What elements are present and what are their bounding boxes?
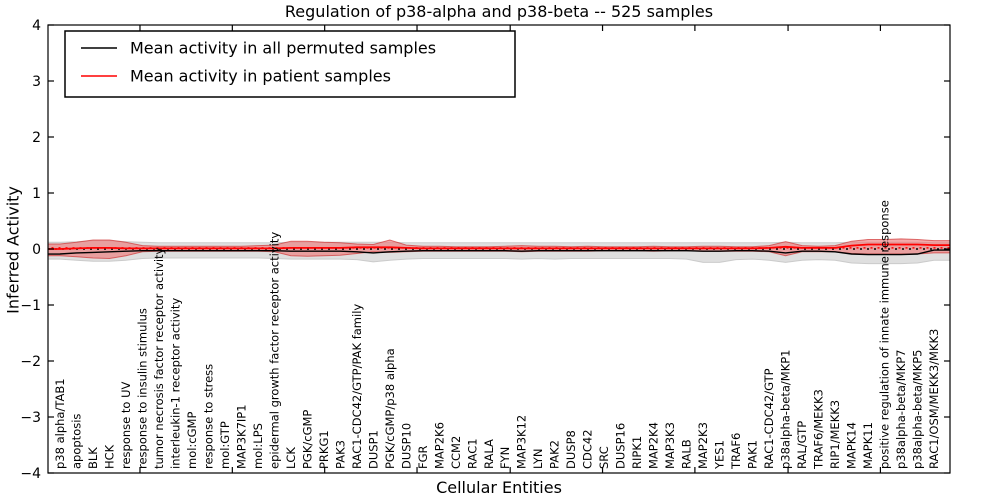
category-label: DUSP10 bbox=[399, 423, 413, 469]
permuted-mean-line bbox=[47, 249, 950, 256]
x-axis-label: Cellular Entities bbox=[436, 478, 562, 497]
category-label: BLK bbox=[86, 447, 100, 469]
category-label: response to UV bbox=[119, 381, 133, 469]
category-label: HCK bbox=[103, 444, 117, 469]
y-tick-label: −4 bbox=[20, 466, 41, 482]
category-label: CDC42 bbox=[581, 429, 595, 469]
category-label: PAK3 bbox=[333, 440, 347, 469]
category-label: FGR bbox=[416, 445, 430, 469]
patient-mean-line bbox=[48, 243, 950, 250]
category-label: MAPK11 bbox=[861, 422, 875, 469]
legend-box bbox=[64, 30, 516, 98]
category-label: RIPK1 bbox=[630, 436, 644, 469]
category-label: response to insulin stimulus bbox=[136, 308, 150, 469]
legend-label: Mean activity in all permuted samples bbox=[130, 39, 436, 58]
y-tick-label: −2 bbox=[20, 354, 41, 370]
category-label: RALB bbox=[680, 439, 694, 469]
category-label: TRAF6 bbox=[729, 433, 743, 470]
category-label: PGK/cGMP bbox=[300, 410, 314, 469]
category-label: MAP3K12 bbox=[515, 415, 529, 469]
category-label: p38alpha-beta/MKP7 bbox=[894, 350, 908, 469]
category-label: LCK bbox=[284, 447, 298, 469]
category-label: MAP2K6 bbox=[432, 422, 446, 469]
y-tick-label: −3 bbox=[20, 410, 41, 426]
category-label: YES1 bbox=[713, 440, 727, 470]
category-label: PAK1 bbox=[746, 440, 760, 469]
category-label: MAP3K3 bbox=[663, 422, 677, 469]
category-label: LYN bbox=[531, 448, 545, 469]
y-tick-label: 4 bbox=[32, 18, 41, 34]
category-label: PAK2 bbox=[548, 440, 562, 469]
category-label: positive regulation of innate immune res… bbox=[878, 200, 892, 469]
category-label: DUSP8 bbox=[564, 430, 578, 469]
category-label: MAP2K3 bbox=[696, 422, 710, 469]
category-label: DUSP1 bbox=[366, 430, 380, 469]
category-label: PGK/cGMP/p38 alpha bbox=[383, 348, 397, 469]
y-tick-label: −1 bbox=[20, 298, 41, 314]
category-label: RAC1/OSM/MEKK3/MKK3 bbox=[927, 329, 941, 469]
category-label: DUSP16 bbox=[614, 423, 628, 469]
category-label: mol:cGMP bbox=[185, 412, 199, 469]
y-tick-label: 2 bbox=[32, 130, 41, 146]
category-label: RAC1 bbox=[465, 438, 479, 469]
chart-title: Regulation of p38-alpha and p38-beta -- … bbox=[284, 2, 714, 21]
category-label: mol:GTP bbox=[218, 421, 232, 469]
category-label: RAL/GTP bbox=[795, 421, 809, 469]
category-label: MAPK14 bbox=[845, 422, 859, 469]
category-label: p38alpha-beta/MKP1 bbox=[779, 350, 793, 469]
y-tick-label: 3 bbox=[32, 74, 41, 90]
category-label: TRAF6/MEKK3 bbox=[812, 389, 826, 470]
category-label: RAC1-CDC42/GTP bbox=[762, 368, 776, 469]
category-label: interleukin-1 receptor activity bbox=[168, 298, 182, 469]
category-label: FYN bbox=[498, 447, 512, 469]
category-label: p38 alpha/TAB1 bbox=[53, 378, 67, 469]
y-tick-label: 0 bbox=[32, 242, 41, 258]
category-label: PRKG1 bbox=[317, 430, 331, 469]
category-label: MAP3K7IP1 bbox=[234, 404, 248, 469]
category-label: p38alpha-beta/MKP5 bbox=[911, 350, 925, 469]
category-label: RAC1-CDC42/GTP/PAK family bbox=[350, 304, 364, 469]
category-label: tumor necrosis factor receptor activity bbox=[152, 247, 166, 469]
category-label: RIP1/MEKK3 bbox=[828, 400, 842, 469]
category-label: RALA bbox=[482, 439, 496, 469]
category-label: mol:LPS bbox=[251, 423, 265, 469]
category-label: MAP2K4 bbox=[647, 422, 661, 469]
category-label: SRC bbox=[597, 446, 611, 469]
category-label: epidermal growth factor receptor activit… bbox=[267, 232, 281, 469]
category-label: response to stress bbox=[201, 364, 215, 469]
category-label: apoptosis bbox=[70, 414, 84, 469]
legend-label: Mean activity in patient samples bbox=[130, 67, 391, 86]
y-tick-label: 1 bbox=[32, 186, 41, 202]
category-label: CCM2 bbox=[449, 436, 463, 469]
